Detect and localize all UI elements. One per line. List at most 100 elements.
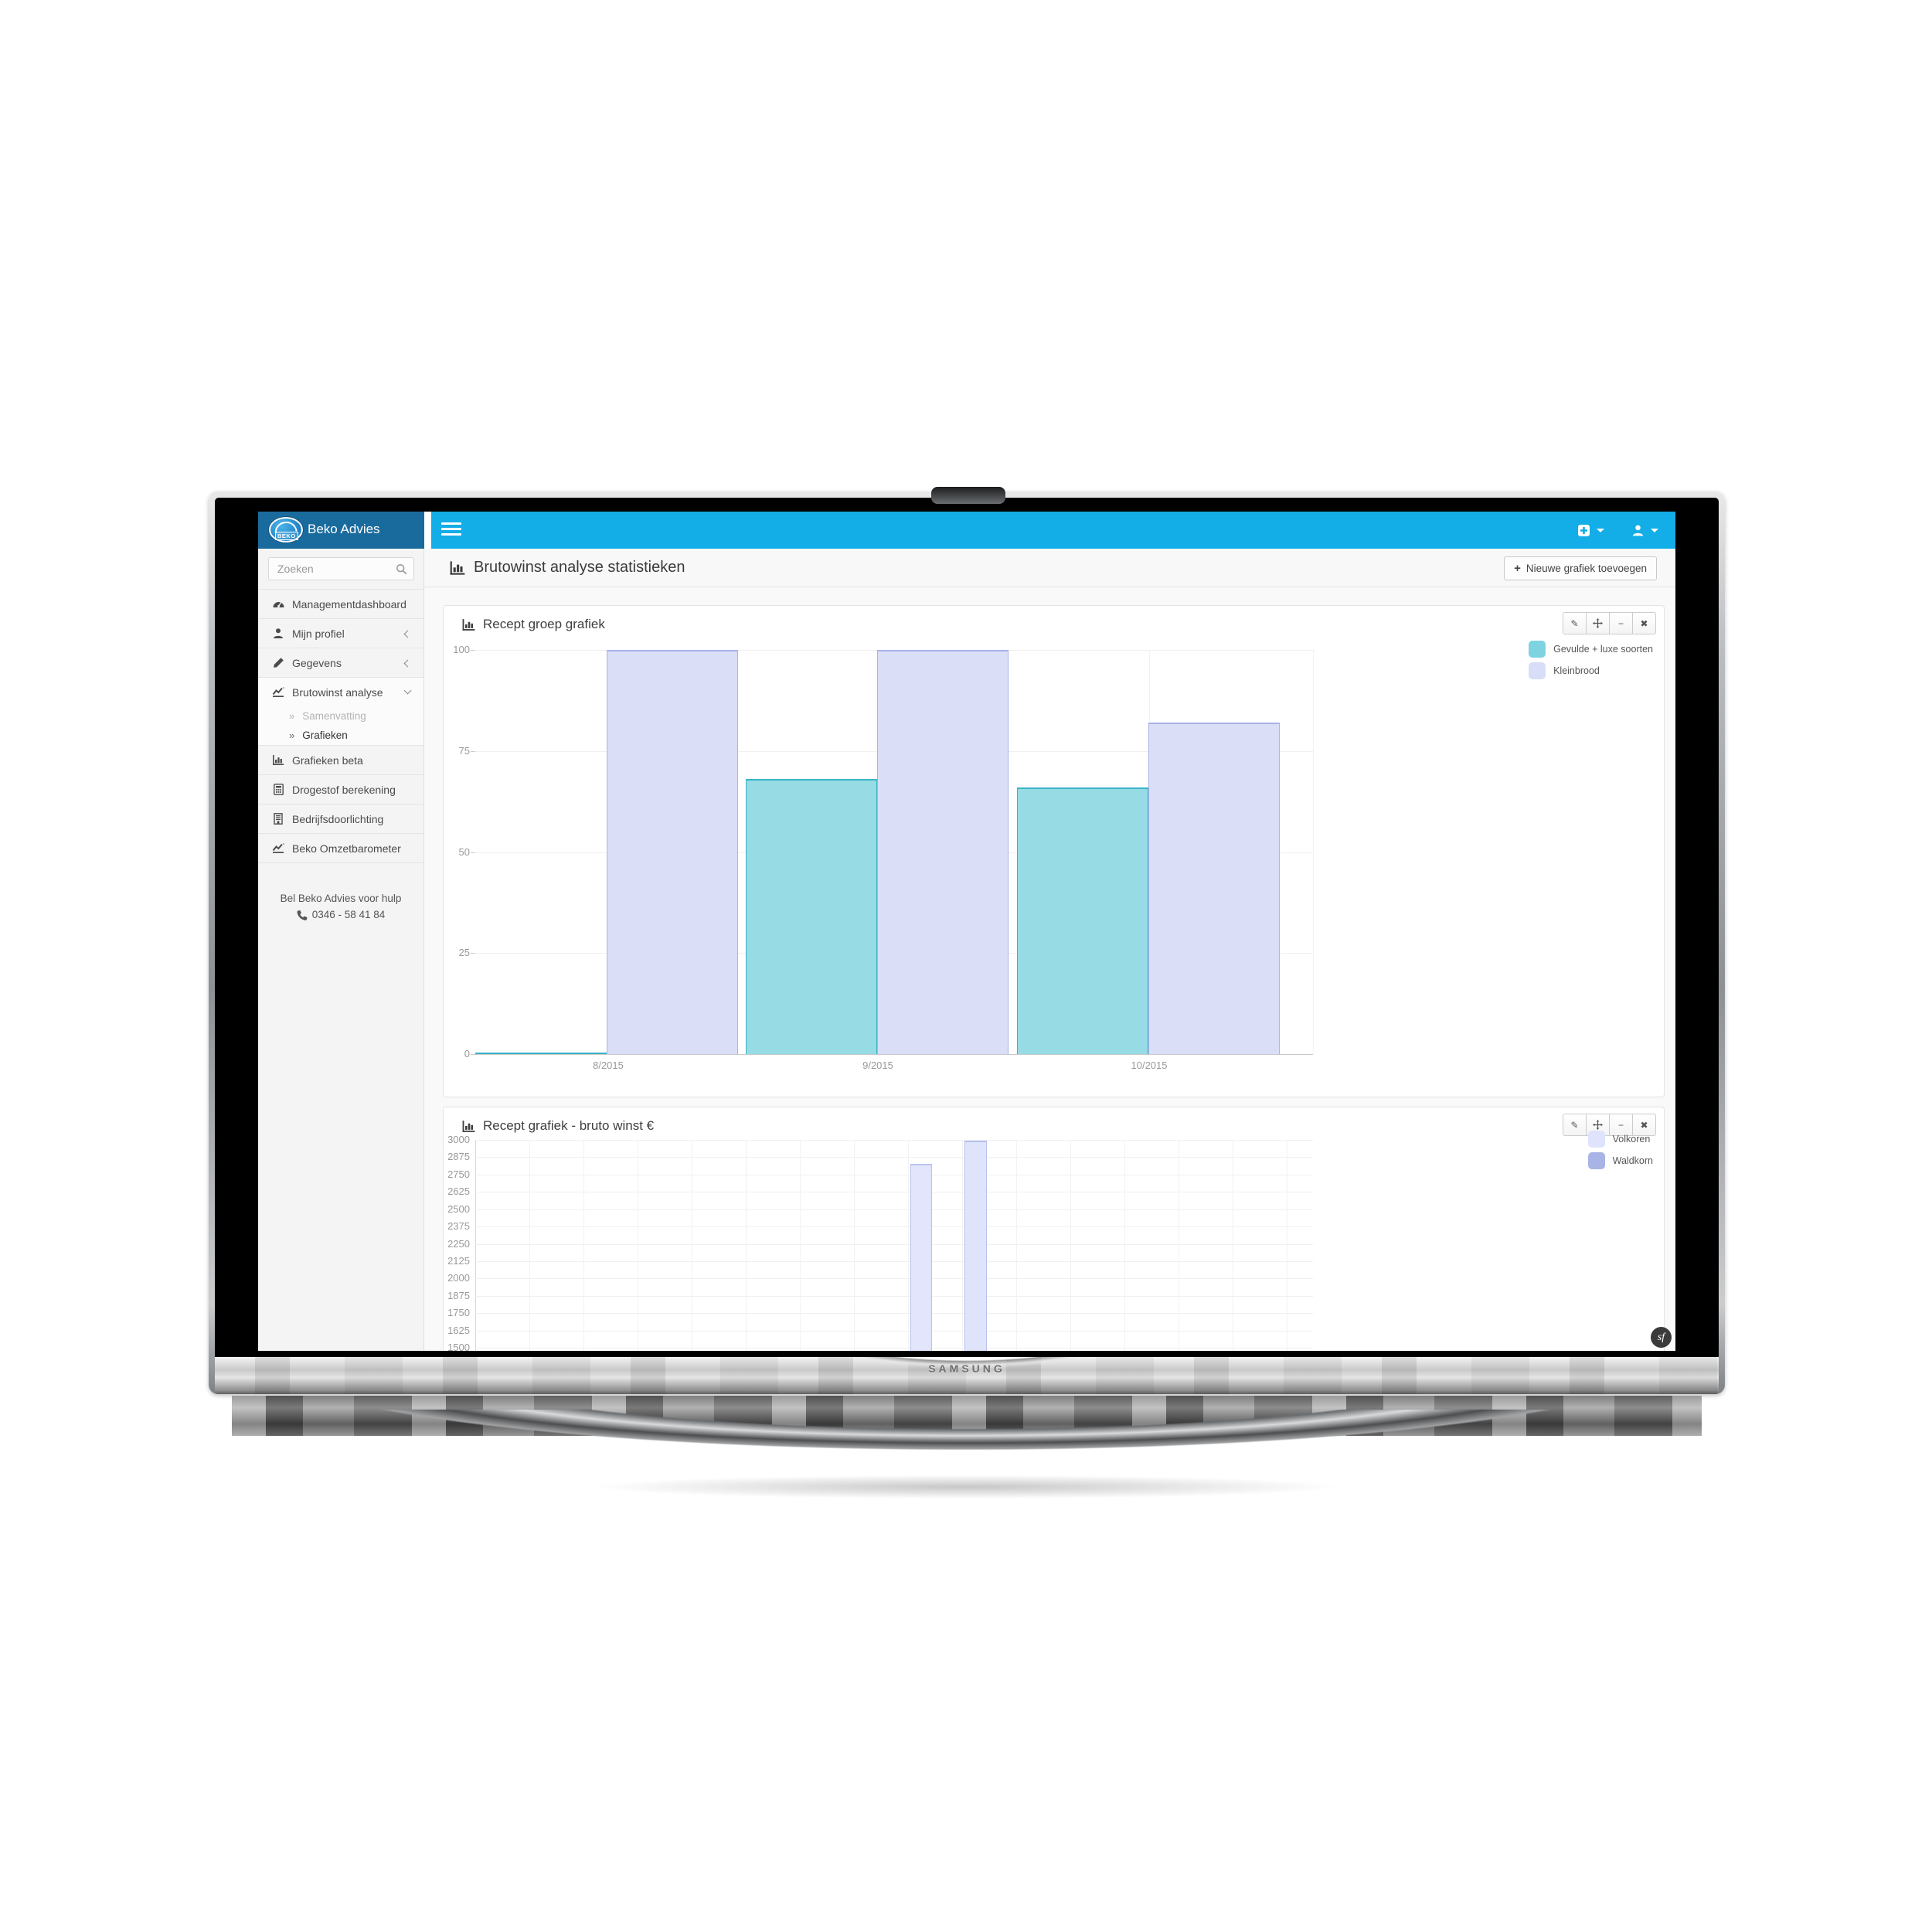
user-icon	[1632, 525, 1644, 536]
legend-label: Waldkorn	[1612, 1155, 1653, 1166]
gridline-v	[583, 1140, 584, 1351]
collapse-button[interactable]: −	[1609, 1114, 1633, 1136]
bar-chart-plot	[475, 1140, 1313, 1351]
y-axis-label: 1750	[447, 1307, 470, 1319]
y-axis-line	[475, 1140, 476, 1351]
y-axis-label: 2500	[447, 1202, 470, 1215]
phone-number[interactable]: 0346 - 58 41 84	[311, 909, 386, 920]
data-bar	[964, 1140, 987, 1351]
y-axis-label: 2625	[447, 1185, 470, 1198]
chevron-down-icon	[403, 686, 412, 695]
line-chart-icon	[269, 686, 287, 698]
gridline-h	[475, 1330, 1313, 1332]
legend-swatch	[1529, 641, 1546, 658]
add-chart-button[interactable]: + Nieuwe grafiek toevoegen	[1504, 556, 1657, 580]
sidebar-subitem-label: Grafieken	[302, 730, 348, 741]
legend-label: Gevulde + luxe soorten	[1553, 644, 1653, 655]
axis-tick	[471, 650, 475, 651]
top-navbar	[431, 512, 1675, 549]
sidebar-subitem-label: Samenvatting	[302, 710, 366, 722]
gridline-v	[1070, 1140, 1071, 1351]
help-text: Bel Beko Advies voor hulp	[280, 893, 402, 904]
plus-icon: +	[1514, 562, 1521, 575]
help-contact: Bel Beko Advies voor hulp 0346 - 58 41 8…	[258, 890, 423, 925]
move-icon	[1593, 618, 1603, 628]
gridline-v	[529, 1140, 530, 1351]
sidebar-item-grafieken-beta[interactable]: Grafieken beta	[258, 745, 423, 774]
edit-button[interactable]: ✎	[1563, 1114, 1587, 1136]
gridline-v	[800, 1140, 801, 1351]
panel-title: Recept groep grafiek	[461, 617, 605, 632]
main-content: Brutowinst analyse statistieken + Nieuwe…	[424, 549, 1675, 1351]
sidebar-item-brutowinst-analyse[interactable]: Brutowinst analyse	[258, 677, 423, 706]
monitor-camera	[931, 487, 1005, 504]
sidebar-item-label: Mijn profiel	[292, 627, 345, 640]
chin-highlight	[750, 1357, 1183, 1393]
gridline-h	[475, 1295, 1313, 1297]
user-dropdown[interactable]	[1631, 524, 1658, 537]
y-axis-label: 2250	[447, 1237, 470, 1250]
user-icon	[269, 628, 287, 639]
sidebar-item-label: Grafieken beta	[292, 753, 363, 767]
search-icon[interactable]	[396, 563, 407, 575]
brand-title: Beko Advies	[308, 522, 380, 536]
x-axis-label: 10/2015	[1131, 1060, 1168, 1071]
sidebar-subitem-grafieken[interactable]: » Grafieken	[258, 726, 423, 745]
gridline-v	[962, 1140, 963, 1351]
data-bar	[910, 1164, 932, 1351]
sidebar-item-label: Managementdashboard	[292, 597, 406, 611]
screen: BEKO Beko Advies	[258, 512, 1675, 1351]
bar-chart-icon	[450, 560, 465, 575]
close-button[interactable]: ✖	[1632, 1114, 1656, 1136]
add-widget-dropdown[interactable]	[1577, 524, 1604, 537]
calculator-icon	[269, 784, 287, 795]
x-axis-label: 8/2015	[593, 1060, 624, 1071]
pencil-icon	[269, 657, 287, 668]
legend-label: Kleinbrood	[1553, 665, 1600, 676]
y-axis-label: 25	[458, 947, 470, 959]
monitor-stand-arc	[363, 1410, 1569, 1490]
chevron-left-icon	[403, 630, 412, 638]
bar-chart-icon	[269, 754, 287, 766]
sidebar-item-gegevens[interactable]: Gegevens	[258, 648, 423, 677]
hamburger-menu-icon[interactable]	[441, 522, 461, 538]
double-angle-icon: »	[289, 710, 295, 722]
y-axis-label: 2875	[447, 1151, 470, 1163]
sidebar-item-managementdashboard[interactable]: Managementdashboard	[258, 589, 423, 618]
sidebar-item-label: Brutowinst analyse	[292, 685, 383, 699]
close-button[interactable]: ✖	[1632, 612, 1656, 634]
brand-bar: BEKO Beko Advies	[258, 512, 424, 549]
move-button[interactable]	[1586, 612, 1610, 634]
beko-logo[interactable]: BEKO	[269, 517, 303, 543]
y-axis-label: 2750	[447, 1168, 470, 1180]
panel-toolbar: ✎ − ✖	[1563, 612, 1656, 634]
gridline-v	[854, 1140, 855, 1351]
sidebar-item-drogestof-berekening[interactable]: Drogestof berekening	[258, 774, 423, 804]
chart-panel-recept-grafiek: Recept grafiek - bruto winst € ✎ − ✖	[443, 1107, 1665, 1351]
collapse-button[interactable]: −	[1609, 612, 1633, 634]
search-input[interactable]	[276, 560, 392, 578]
y-axis-label: 50	[458, 845, 470, 858]
sidebar-item-bedrijfsdoorlichting[interactable]: Bedrijfsdoorlichting	[258, 804, 423, 833]
symfony-profiler-badge[interactable]: sf	[1651, 1327, 1672, 1348]
y-axis-label: 0	[464, 1048, 470, 1060]
edit-button[interactable]: ✎	[1563, 612, 1587, 634]
gridline-v	[746, 1140, 747, 1351]
plus-square-icon	[1578, 524, 1590, 536]
axis-tick	[471, 1054, 475, 1055]
legend-swatch	[1529, 662, 1546, 679]
x-axis-label: 9/2015	[862, 1060, 893, 1071]
sidebar-subitem-samenvatting[interactable]: » Samenvatting	[258, 706, 423, 726]
page-title: Brutowinst analyse statistieken	[449, 559, 685, 577]
monitor-brand-label: SAMSUNG	[928, 1362, 1005, 1375]
legend-label: Volkoren	[1612, 1134, 1651, 1145]
chart-legend: Gevulde + luxe soorten Kleinbrood	[1529, 641, 1653, 679]
y-axis-label: 100	[453, 644, 470, 655]
y-axis-label: 1875	[447, 1289, 470, 1301]
y-axis-label: 1625	[447, 1324, 470, 1336]
bar-chart-icon	[462, 1120, 475, 1132]
sidebar-item-mijn-profiel[interactable]: Mijn profiel	[258, 618, 423, 648]
sidebar-item-beko-omzetbarometer[interactable]: Beko Omzetbarometer	[258, 833, 423, 862]
y-axis-label: 2125	[447, 1255, 470, 1267]
gridline-h	[475, 1054, 1313, 1055]
